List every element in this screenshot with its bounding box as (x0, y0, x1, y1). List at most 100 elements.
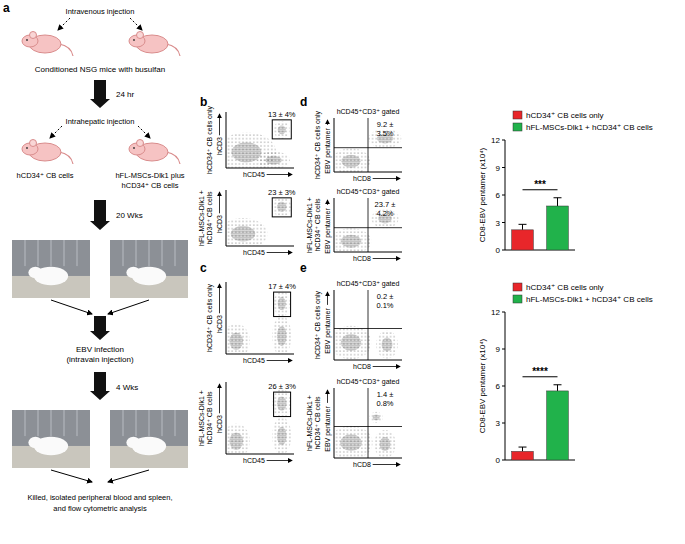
legend-swatch (513, 123, 522, 131)
label: Killed, isolated peripheral blood and sp… (27, 493, 172, 502)
y-axis (334, 290, 335, 360)
cage-bar (149, 410, 150, 436)
mouse-ear (137, 32, 144, 39)
y-axis (226, 112, 227, 168)
photo-mouse-head (126, 437, 140, 449)
label: 20 Wks (116, 211, 143, 220)
label: Conditioned NSG mice with busulfan (35, 65, 165, 74)
cage-bar (38, 410, 39, 436)
y-axis (334, 388, 335, 458)
bar (512, 230, 534, 250)
arrow (138, 126, 150, 138)
y-label: EBV pentamer (324, 208, 332, 254)
x-axis (226, 168, 294, 169)
quadrant-line (368, 388, 369, 458)
population (341, 155, 360, 168)
mouse-eye (26, 147, 28, 149)
y-tick-label: 3 (496, 219, 501, 228)
cage-bar (77, 240, 78, 266)
population (369, 129, 402, 148)
figure: abcdeIntravenous injectionConditioned NS… (0, 0, 685, 544)
population (341, 235, 361, 248)
quadrant-line (334, 227, 402, 228)
x-axis (334, 252, 402, 253)
cage-bar (64, 240, 65, 266)
quadrant-line (334, 328, 402, 329)
gate-title: hCD45⁺CD3⁺ gated (337, 108, 400, 116)
gate-percentage: 0.1% (376, 301, 393, 310)
y-tick (502, 195, 505, 196)
row-label: hCD34⁺ CB cells only (314, 291, 322, 359)
y-tick-label: 9 (496, 164, 501, 173)
gate-percentage: 0.8% (376, 399, 393, 408)
mouse-icon (129, 32, 180, 57)
y-tick-label: 9 (496, 345, 501, 354)
gate-percentage: 4.2% (376, 209, 393, 218)
cage-bar (175, 410, 176, 436)
cage-bar (51, 410, 52, 436)
axis-arrow (267, 174, 292, 175)
population (277, 427, 287, 446)
plot-area (334, 118, 402, 172)
y-tick (502, 312, 505, 313)
axis-arrow (219, 284, 220, 313)
photo-bg (12, 410, 90, 468)
axis-arrow (327, 120, 328, 125)
photo-mouse-head (28, 267, 42, 279)
legend-entry: hFL-MSCs-Dlk1 + hCD34⁺ CB cells (526, 295, 653, 304)
x-axis (334, 360, 402, 361)
photo-bg (12, 240, 90, 298)
y-tick (502, 167, 505, 168)
axis-arrow (267, 360, 292, 361)
arrow (51, 300, 92, 314)
population (334, 228, 371, 252)
gate (274, 292, 291, 316)
axis-arrow (327, 292, 328, 305)
plot-area (512, 198, 569, 250)
block-arrow (90, 316, 110, 340)
gate-title: hCD45⁺CD3⁺ gated (337, 280, 400, 288)
y-tick-label: 3 (496, 419, 501, 428)
cage-bar (123, 240, 124, 266)
cage-bar (64, 410, 65, 436)
x-axis (334, 458, 402, 459)
population (274, 291, 290, 317)
block-arrow (90, 80, 110, 108)
legend-swatch (513, 111, 522, 119)
cage-bar (38, 240, 39, 266)
population (277, 326, 287, 346)
y-tick-label: 12 (491, 308, 500, 317)
photo (110, 240, 188, 298)
y-axis (334, 118, 335, 172)
y-label: EBV pentamer (324, 308, 332, 354)
error-bar (522, 447, 523, 451)
error-cap (519, 447, 527, 448)
block-arrow (90, 372, 110, 400)
y-label: hCD3 (216, 415, 223, 433)
photo-mouse-head (28, 437, 42, 449)
population (272, 417, 291, 454)
mouse-icon (22, 140, 73, 165)
gate-percentage: 23 ± 3% (268, 188, 296, 197)
arrow (50, 126, 62, 138)
y-axis (226, 382, 227, 454)
y-tick-label: 6 (496, 191, 501, 200)
population (274, 121, 290, 139)
label: (intravain injection) (66, 355, 133, 364)
axis-arrow (373, 178, 400, 179)
photo (12, 240, 90, 298)
cage-bar (175, 240, 176, 266)
mouse-ear (30, 140, 37, 147)
gate-percentage: 13 ± 4% (268, 110, 296, 119)
y-tick-label: 0 (496, 246, 501, 255)
population (272, 389, 291, 418)
y-tick (502, 386, 505, 387)
mouse-icon (129, 140, 180, 165)
error-cap (554, 197, 562, 198)
arrow (58, 18, 70, 30)
cage-bar (77, 410, 78, 436)
legend-swatch (513, 283, 522, 291)
quadrant-line (334, 147, 402, 148)
mouse-ear (137, 140, 144, 147)
x-label: hCD45 (243, 357, 265, 364)
